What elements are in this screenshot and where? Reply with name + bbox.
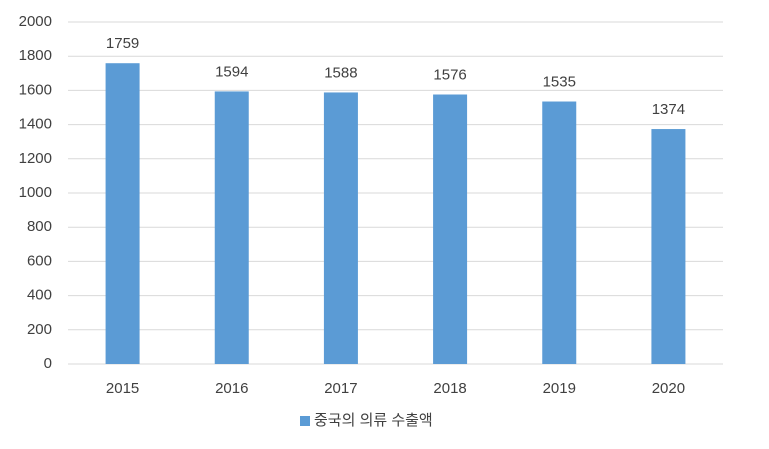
bar <box>651 129 686 364</box>
y-tick-label: 1800 <box>19 47 52 64</box>
legend-label: 중국의 의류 수출액 <box>314 412 433 429</box>
y-tick-label: 1000 <box>19 184 52 201</box>
y-tick-label: 0 <box>44 355 52 372</box>
y-tick-label: 200 <box>27 321 52 338</box>
y-tick-label: 600 <box>27 252 52 269</box>
x-tick-label: 2017 <box>324 380 357 397</box>
data-label: 1576 <box>433 66 466 83</box>
data-label: 1594 <box>215 63 248 80</box>
data-label: 1535 <box>543 73 576 90</box>
x-tick-label: 2019 <box>543 380 576 397</box>
data-label: 1374 <box>652 101 685 118</box>
bar <box>105 63 140 364</box>
data-label: 1588 <box>324 64 357 81</box>
x-tick-label: 2015 <box>106 380 139 397</box>
y-tick-label: 800 <box>27 218 52 235</box>
y-tick-label: 400 <box>27 287 52 304</box>
legend-swatch <box>300 416 310 426</box>
bar <box>214 91 249 365</box>
x-tick-label: 2016 <box>215 380 248 397</box>
bar <box>542 101 577 364</box>
x-tick-label: 2018 <box>433 380 466 397</box>
bar <box>323 92 358 365</box>
y-tick-label: 1600 <box>19 81 52 98</box>
y-tick-label: 2000 <box>19 13 52 30</box>
y-tick-label: 1200 <box>19 150 52 167</box>
x-tick-label: 2020 <box>652 380 685 397</box>
bar <box>433 94 468 364</box>
data-label: 1759 <box>106 35 139 52</box>
y-tick-label: 1400 <box>19 116 52 133</box>
